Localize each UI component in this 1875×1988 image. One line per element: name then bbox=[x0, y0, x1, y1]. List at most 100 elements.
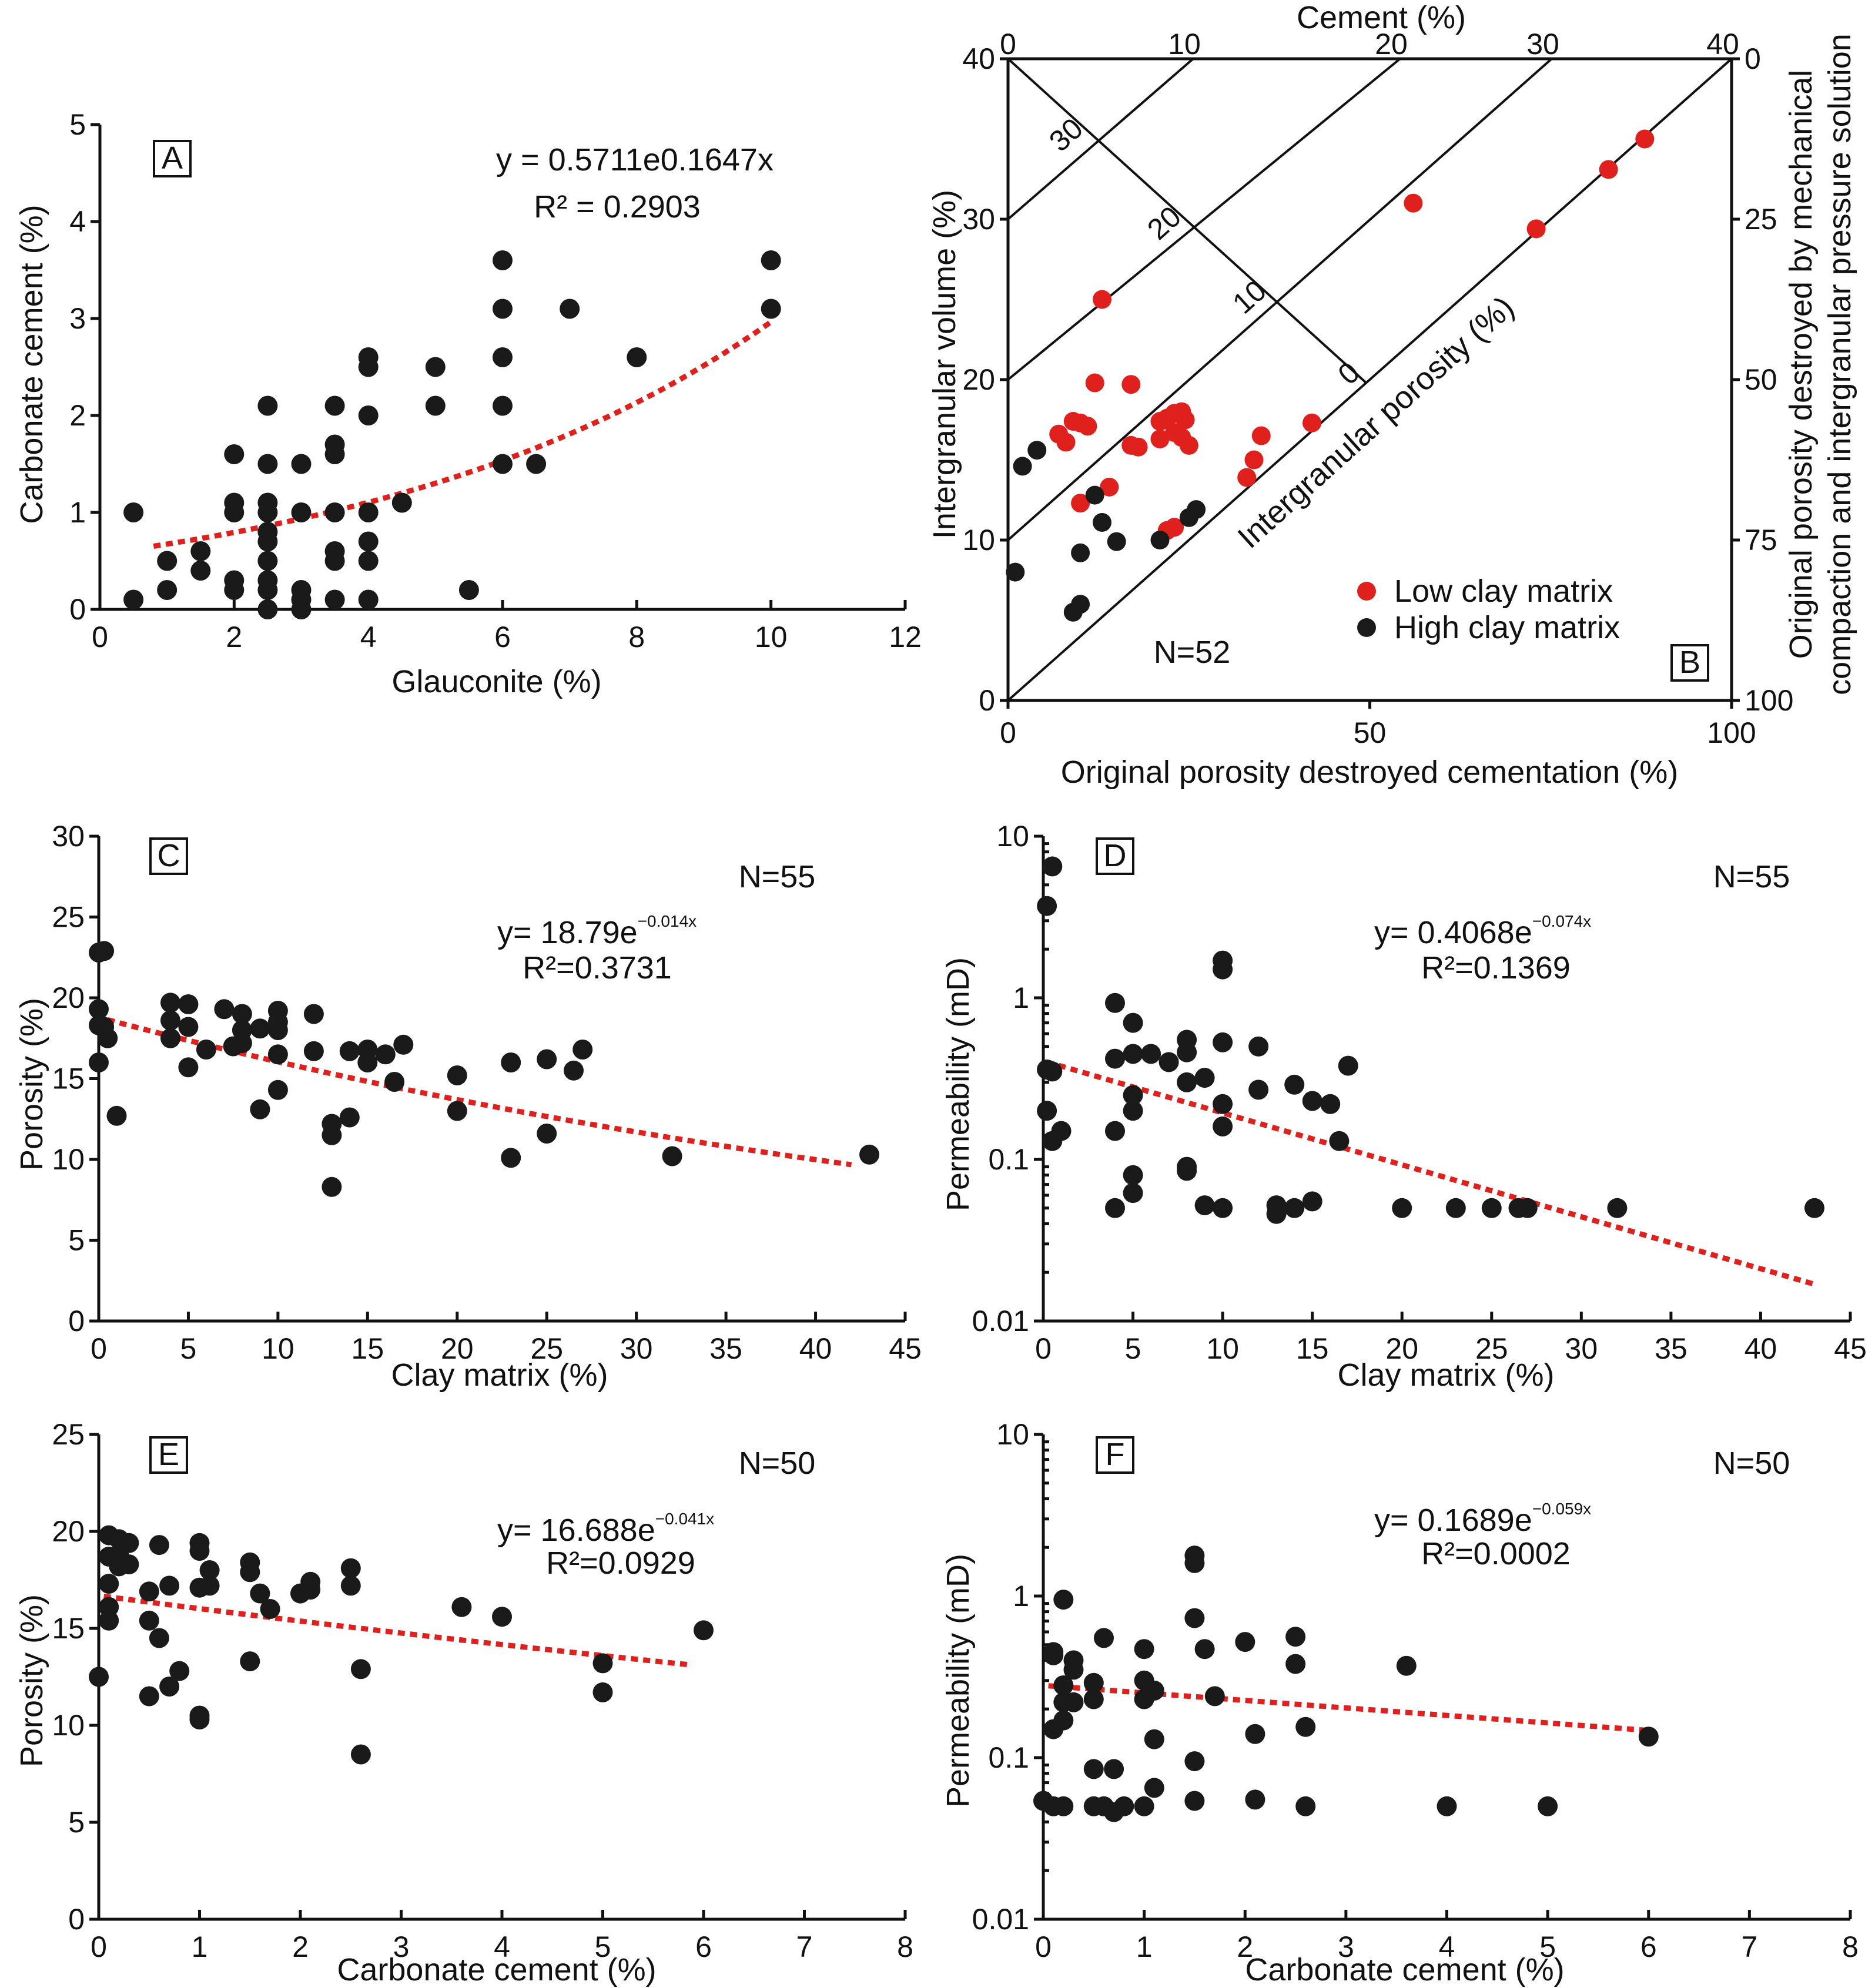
data-point bbox=[178, 1017, 199, 1037]
top-tick-label: 20 bbox=[1375, 28, 1408, 61]
trend-equation: y= 16.688e−0.041x bbox=[497, 1510, 714, 1548]
y-tick-label: 25 bbox=[52, 1418, 85, 1451]
data-point bbox=[322, 1176, 342, 1197]
x-tick-label: 1 bbox=[1136, 1930, 1153, 1963]
legend-label-low-clay: Low clay matrix bbox=[1394, 574, 1613, 609]
data-point bbox=[1213, 1116, 1233, 1137]
legend-swatch-high-clay bbox=[1357, 618, 1376, 637]
data-point bbox=[1071, 494, 1090, 513]
x-tick-label: 5 bbox=[595, 1930, 611, 1963]
data-point bbox=[339, 1041, 360, 1061]
data-point bbox=[1176, 410, 1195, 430]
data-point bbox=[627, 347, 647, 367]
y-tick-label: 0.01 bbox=[972, 1903, 1029, 1936]
data-point bbox=[1027, 441, 1047, 460]
trend-line bbox=[153, 320, 773, 549]
y-tick-label: 4 bbox=[69, 205, 86, 238]
y-tick-label: 30 bbox=[962, 203, 995, 236]
top-tick-label: 40 bbox=[1706, 28, 1739, 61]
data-point bbox=[291, 580, 312, 600]
data-point bbox=[1177, 1042, 1197, 1062]
porosity-line-label-value: 0 bbox=[1332, 356, 1366, 391]
data-point bbox=[1105, 1121, 1125, 1141]
x-tick-label: 5 bbox=[1125, 1332, 1141, 1365]
x-tick-label: 8 bbox=[628, 621, 645, 653]
data-point bbox=[358, 589, 379, 610]
data-point bbox=[1244, 450, 1264, 470]
data-point bbox=[1107, 532, 1126, 551]
data-point bbox=[1213, 1032, 1233, 1052]
data-point bbox=[1437, 1796, 1457, 1816]
top-axis-label: Cement (%) bbox=[1297, 0, 1466, 35]
data-point bbox=[425, 395, 446, 416]
data-point bbox=[1085, 373, 1104, 393]
x-tick-label: 5 bbox=[1539, 1930, 1556, 1963]
data-point bbox=[1037, 1101, 1057, 1121]
right-axis-label-line2: compaction and intergranular pressure so… bbox=[1822, 33, 1857, 695]
x-tick-label: 6 bbox=[494, 621, 511, 653]
data-point bbox=[139, 1686, 159, 1707]
data-point bbox=[493, 395, 513, 416]
trend-equation: y= 0.1689e−0.059x bbox=[1374, 1500, 1591, 1538]
data-point bbox=[1085, 485, 1104, 505]
y-axis-label: Permeability (mD) bbox=[940, 957, 976, 1211]
data-point bbox=[1051, 1121, 1072, 1141]
data-point bbox=[300, 1571, 321, 1592]
data-point bbox=[1194, 1195, 1215, 1216]
right-tick-label: 25 bbox=[1745, 203, 1777, 236]
data-point bbox=[451, 1597, 472, 1617]
data-point bbox=[1053, 1590, 1074, 1610]
x-tick-label: 50 bbox=[1354, 716, 1387, 749]
data-point bbox=[324, 434, 345, 455]
data-point bbox=[493, 299, 513, 319]
data-point bbox=[358, 551, 379, 571]
data-point bbox=[178, 1057, 199, 1078]
data-point bbox=[1129, 437, 1148, 457]
x-tick-label: 2 bbox=[226, 621, 242, 653]
data-point bbox=[199, 1575, 220, 1596]
x-tick-label: 40 bbox=[1745, 1332, 1777, 1365]
x-tick-label: 6 bbox=[695, 1930, 712, 1963]
data-point bbox=[1123, 1165, 1143, 1185]
data-point bbox=[99, 1574, 119, 1594]
data-point bbox=[257, 599, 278, 619]
data-point bbox=[257, 492, 278, 513]
trend-line bbox=[107, 1017, 852, 1168]
y-axis-label: Porosity (%) bbox=[14, 1594, 49, 1767]
r-squared: R²=0.0002 bbox=[1421, 1536, 1571, 1571]
panel-label-box bbox=[1670, 644, 1709, 682]
y-tick-label: 15 bbox=[52, 1612, 85, 1645]
top-tick-label: 0 bbox=[1000, 28, 1016, 61]
data-point bbox=[1266, 1203, 1287, 1224]
data-point bbox=[250, 1099, 270, 1119]
panel-label: E bbox=[158, 1437, 179, 1472]
y-tick-label: 10 bbox=[52, 1709, 85, 1742]
data-point bbox=[1053, 1710, 1074, 1731]
y-tick-label: 10 bbox=[52, 1143, 85, 1176]
data-point bbox=[257, 570, 278, 591]
x-tick-label: 45 bbox=[889, 1332, 922, 1365]
y-tick-label: 5 bbox=[69, 108, 86, 141]
x-tick-label: 5 bbox=[180, 1332, 197, 1365]
data-point bbox=[1114, 1796, 1134, 1816]
data-point bbox=[1194, 1639, 1215, 1660]
x-tick-label: 10 bbox=[755, 621, 788, 653]
data-point bbox=[1043, 1645, 1064, 1665]
x-tick-label: 30 bbox=[620, 1332, 653, 1365]
data-point bbox=[1396, 1655, 1417, 1676]
data-point bbox=[1320, 1094, 1341, 1114]
y-tick-label: 0 bbox=[68, 1305, 85, 1337]
data-point bbox=[447, 1065, 467, 1085]
data-point bbox=[592, 1653, 613, 1674]
data-point bbox=[339, 1107, 360, 1128]
data-point bbox=[1063, 1660, 1084, 1680]
data-point bbox=[1245, 1789, 1265, 1810]
data-point bbox=[1303, 413, 1321, 433]
y-tick-label: 1 bbox=[1013, 981, 1029, 1014]
data-point bbox=[1187, 500, 1206, 519]
data-point bbox=[1123, 1101, 1143, 1121]
data-point bbox=[358, 405, 379, 425]
panel-e: E N=50 y= 16.688e−0.041x R²=0.0929 Carbo… bbox=[14, 1418, 913, 1987]
data-point bbox=[1093, 290, 1111, 309]
data-point bbox=[250, 1018, 270, 1039]
